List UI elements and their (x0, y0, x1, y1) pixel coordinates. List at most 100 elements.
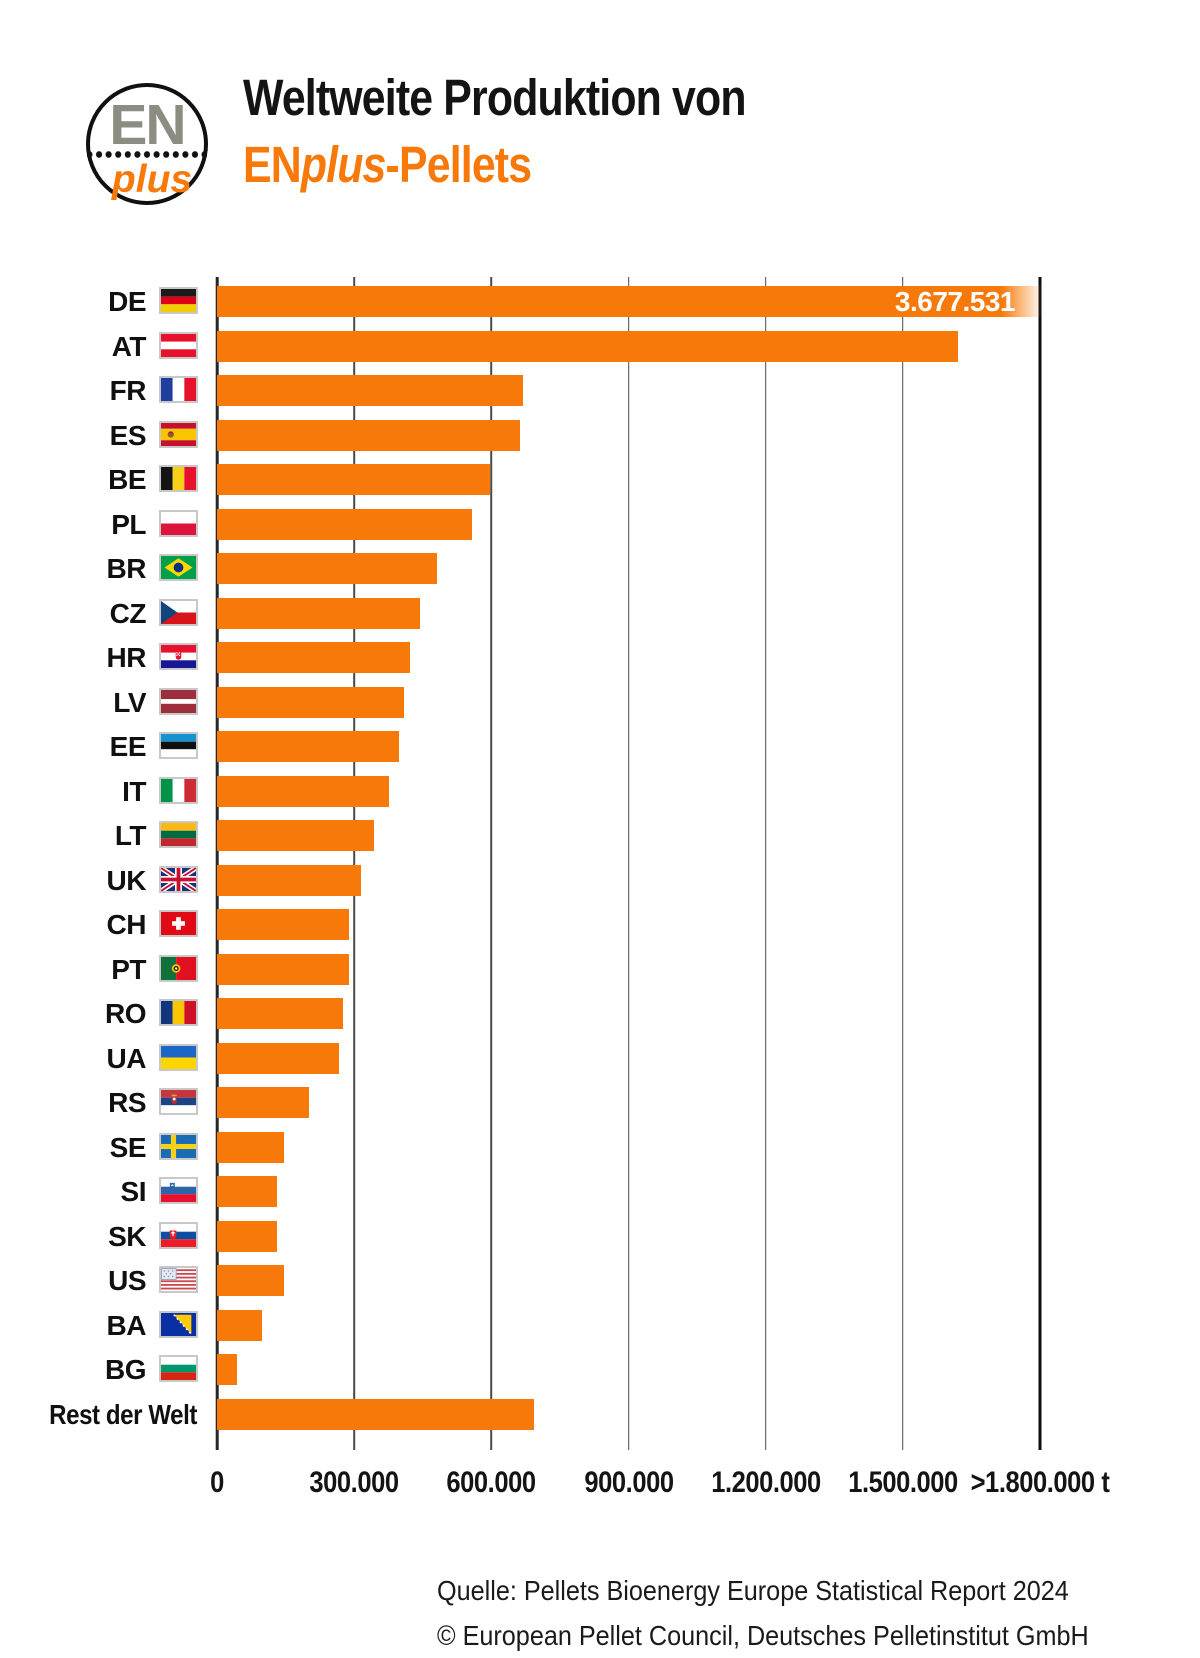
flag-icon-LV (159, 687, 198, 715)
bar-PL (217, 508, 473, 540)
flag-icon-SE (159, 1132, 198, 1160)
flag-icon-ES (159, 420, 198, 448)
flag-icon-SI (159, 1177, 198, 1205)
plot-area (215, 277, 1042, 1450)
flag-icon-RO (159, 999, 198, 1027)
enplus-logo: EN plus (86, 83, 208, 205)
bar-SK (217, 1220, 278, 1252)
chart-row: IT (0, 775, 1200, 807)
chart-row: Rest der Welt (0, 1399, 1200, 1430)
title-brand-rest: -Pellets (385, 136, 533, 193)
row-label-FR: FR (109, 375, 147, 407)
logo-dotted-line (87, 151, 207, 158)
bar-chart: DE 3.677.531 AT FR ES BE PL BR CZ HR LV (0, 277, 1200, 1477)
row-label-PT: PT (111, 953, 146, 985)
tick-label-600000: 600.000 (446, 1466, 537, 1499)
chart-row: RO (0, 998, 1200, 1030)
chart-row: SK (0, 1220, 1200, 1252)
bar-LV (217, 686, 405, 718)
chart-row: LV (0, 686, 1200, 718)
chart-row: EE (0, 731, 1200, 763)
flag-icon-DE (159, 287, 198, 314)
bar-PT (217, 953, 349, 985)
bar-FR (217, 375, 524, 407)
flag-icon-SK (159, 1221, 198, 1249)
flag-icon-BR (159, 554, 198, 582)
row-label-BR: BR (106, 553, 147, 585)
bar-EE (217, 731, 400, 763)
bar-SE (217, 1131, 284, 1163)
chart-row: SI (0, 1176, 1200, 1208)
row-label-LT: LT (114, 820, 147, 852)
bar-IT (217, 775, 390, 807)
bar-CZ (217, 597, 421, 629)
row-label-UA: UA (106, 1042, 147, 1074)
flag-icon-AT (159, 331, 198, 359)
tick-label-300000: 300.000 (309, 1466, 400, 1499)
chart-row: BA (0, 1309, 1200, 1341)
gridline-600000 (490, 277, 493, 1450)
bar-UA (217, 1042, 340, 1074)
gridline-0 (215, 277, 219, 1450)
flag-icon-RS (159, 1088, 198, 1116)
row-label-LV: LV (113, 686, 146, 718)
x-axis: 0 300.000 600.000 900.000 1.200.000 1.500.000… (210, 1466, 1110, 1508)
chart-row: PL (0, 508, 1200, 540)
flag-icon-US (159, 1266, 198, 1294)
flag-icon-LT (159, 821, 198, 849)
chart-row: BG (0, 1354, 1200, 1386)
flag-icon-FR (159, 376, 198, 404)
gridline-900000 (627, 277, 630, 1450)
row-label-CH: CH (106, 909, 147, 941)
row-label-ES: ES (109, 419, 147, 451)
chart-row: CH (0, 909, 1200, 941)
gridline-1800000 (1038, 277, 1042, 1450)
tick-label-1800000: >1.800.000 t (970, 1466, 1110, 1499)
tick-label-1500000: 1.500.000 (848, 1466, 958, 1499)
chart-row: AT (0, 330, 1200, 362)
flag-icon-BG (159, 1355, 198, 1383)
row-label-BA: BA (106, 1309, 147, 1341)
gridline-1200000 (764, 277, 767, 1450)
chart-row: RS (0, 1087, 1200, 1119)
row-label-BG: BG (105, 1354, 147, 1386)
chart-row: HR (0, 642, 1200, 674)
flag-icon-CH (159, 910, 198, 938)
row-label-SE: SE (109, 1131, 147, 1163)
row-label-DE: DE (108, 286, 146, 317)
bar-CH (217, 909, 350, 941)
bar-BG (217, 1354, 238, 1386)
chart-row: FR (0, 375, 1200, 407)
flag-icon-IT (159, 776, 198, 804)
chart-row: US (0, 1265, 1200, 1297)
chart-row: BE (0, 464, 1200, 496)
bar-ES (217, 419, 520, 451)
bar-RO (217, 998, 343, 1030)
bar-value-label: 3.677.531 (894, 286, 1016, 317)
bar-DE: 3.677.531 (217, 286, 1043, 317)
chart-row: BR (0, 553, 1200, 585)
flag-icon-PT (159, 954, 198, 982)
row-label-Rest der Welt: Rest der Welt (49, 1399, 198, 1430)
source-line2: © European Pellet Council, Deutsches Pel… (437, 1620, 1089, 1651)
tick-label-900000: 900.000 (583, 1466, 674, 1499)
logo-en-text: EN (109, 93, 186, 157)
title-line2: ENplus-Pellets (243, 131, 746, 198)
bar-UK (217, 864, 362, 896)
title-brand-plus: plus (300, 136, 387, 193)
flag-icon-HR (159, 643, 198, 671)
row-label-SI: SI (120, 1176, 147, 1208)
gridline-1500000 (902, 277, 904, 1450)
row-label-PL: PL (111, 508, 146, 540)
source-line1: Quelle: Pellets Bioenergy Europe Statist… (437, 1575, 1069, 1606)
bar-HR (217, 642, 411, 674)
chart-row: LT (0, 820, 1200, 852)
flag-icon-BE (159, 465, 198, 493)
bar-SI (217, 1176, 278, 1208)
bar-BR (217, 553, 438, 585)
bar-Rest der Welt (217, 1399, 534, 1430)
bar-RS (217, 1087, 309, 1119)
bar-BA (217, 1309, 263, 1341)
title-line1: Weltweite Produktion von (243, 69, 747, 126)
source-note: Quelle: Pellets Bioenergy Europe Statist… (437, 1568, 1089, 1658)
